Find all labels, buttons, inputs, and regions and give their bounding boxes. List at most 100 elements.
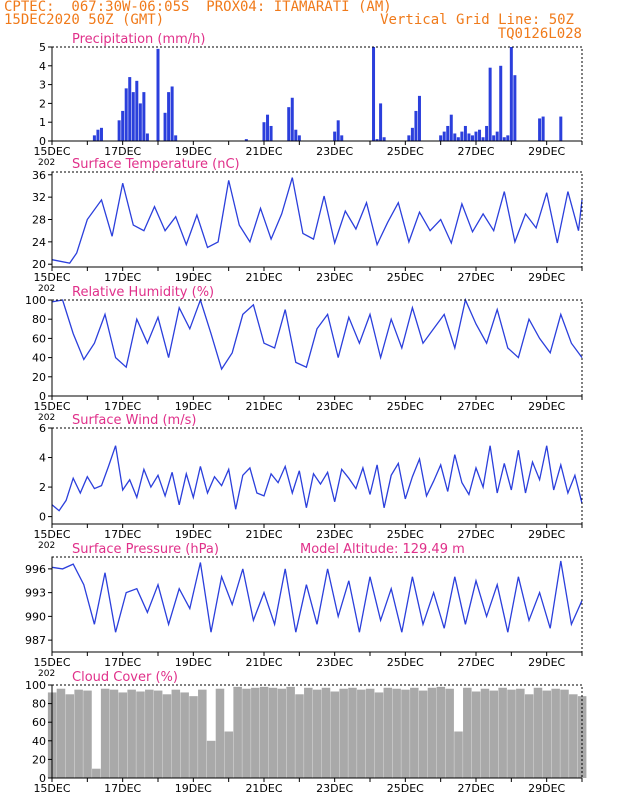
precip-bar xyxy=(174,135,178,141)
precip-bar xyxy=(410,127,414,141)
x-tick-label: 23DEC xyxy=(316,656,353,669)
y-tick-label: 20 xyxy=(32,753,46,766)
x-tick-label: 19DEC xyxy=(175,782,212,795)
precip-bar xyxy=(167,92,171,141)
cloud-bar xyxy=(92,768,101,778)
precip-bar xyxy=(336,120,340,141)
precip-bar xyxy=(488,67,492,141)
y-tick-label: 28 xyxy=(32,214,46,227)
precip-bar xyxy=(145,133,149,141)
cloud-bar xyxy=(83,690,92,778)
cloud-bar xyxy=(56,688,66,778)
precip-bar xyxy=(449,114,453,141)
x-tick-label: 29DEC xyxy=(528,145,565,158)
cloud-bar xyxy=(224,731,234,778)
x-tick-label: 19DEC xyxy=(175,271,212,284)
x-tick-label: 25DEC xyxy=(387,528,424,541)
panel-title: Surface Temperature (nC) xyxy=(72,157,240,172)
precip-bar xyxy=(502,137,506,141)
x-tick-label: 25DEC xyxy=(387,400,424,413)
y-tick-label: 80 xyxy=(32,313,46,326)
x-tick-label: 29DEC xyxy=(528,528,565,541)
cloud-bar xyxy=(392,688,401,778)
precip-bar xyxy=(375,139,379,141)
x-tick-label: 15DEC xyxy=(33,528,70,541)
x-tick-label: 21DEC xyxy=(245,782,282,795)
cloud-bar xyxy=(198,689,207,778)
y-tick-label: 40 xyxy=(32,352,46,365)
precip-bar xyxy=(485,125,489,141)
x-tick-label: 17DEC xyxy=(104,656,141,669)
y-tick-label: 60 xyxy=(32,716,46,729)
cloud-bar xyxy=(74,689,83,778)
precip-bar xyxy=(446,125,450,141)
precip-bar xyxy=(499,65,503,141)
cloud-bar xyxy=(542,690,552,778)
precip-bar xyxy=(262,122,266,141)
header-run-date: 15DEC2020 50Z (GMT) xyxy=(4,12,165,28)
plot-frame xyxy=(51,46,583,142)
panel-title: Surface Pressure (hPa) xyxy=(72,542,219,557)
cloud-bar xyxy=(374,692,384,778)
cloud-bar xyxy=(569,694,578,778)
cloud-bar xyxy=(436,686,446,778)
x-tick-label: 19DEC xyxy=(175,400,212,413)
panel-title: Relative Humidity (%) xyxy=(72,285,214,300)
y-tick-label: 2 xyxy=(39,97,46,110)
y-tick-label: 0 xyxy=(39,772,46,785)
x-tick-label: 29DEC xyxy=(528,400,565,413)
x-tick-label: 23DEC xyxy=(316,145,353,158)
cloud-bar xyxy=(312,689,322,778)
precip-bar xyxy=(266,114,270,141)
x-tick-label: 17DEC xyxy=(104,400,141,413)
x-tick-label: 15DEC xyxy=(33,145,70,158)
y-tick-label: 987 xyxy=(25,634,46,647)
x-tick-label: 27DEC xyxy=(457,145,494,158)
precip-bar xyxy=(92,135,96,141)
cloud-bar xyxy=(383,687,393,778)
cloud-bar xyxy=(304,687,313,778)
x-year-stub: 202 xyxy=(38,669,55,679)
y-tick-label: 0 xyxy=(39,135,46,148)
cloud-bar xyxy=(410,687,419,778)
y-tick-label: 100 xyxy=(25,294,46,307)
y-tick-label: 40 xyxy=(32,735,46,748)
precip-bar xyxy=(170,86,174,141)
precip-bar xyxy=(453,133,457,141)
x-year-stub: 202 xyxy=(38,541,55,551)
plot-frame xyxy=(51,556,583,653)
x-tick-label: 17DEC xyxy=(104,528,141,541)
x-tick-label: 27DEC xyxy=(457,782,494,795)
precip-bar xyxy=(442,131,446,141)
precip-bar xyxy=(297,135,301,141)
cloud-bar xyxy=(401,689,410,778)
panel-4 xyxy=(48,556,583,656)
precip-bar xyxy=(478,129,482,141)
plot-frame xyxy=(51,299,583,397)
cloud-bar xyxy=(524,694,534,778)
precip-bar xyxy=(269,125,273,141)
x-tick-label: 29DEC xyxy=(528,782,565,795)
precip-bar xyxy=(287,107,291,141)
precip-bar xyxy=(294,129,298,141)
cloud-bar xyxy=(533,687,543,778)
x-tick-label: 27DEC xyxy=(457,528,494,541)
precip-bar xyxy=(333,131,337,141)
cloud-bar xyxy=(136,691,145,778)
cloud-bar xyxy=(463,687,472,778)
x-tick-label: 21DEC xyxy=(245,145,282,158)
cloud-bar xyxy=(162,694,172,778)
precip-bar xyxy=(559,116,563,141)
panel-2 xyxy=(48,297,583,400)
y-tick-label: 4 xyxy=(39,452,46,465)
x-tick-label: 23DEC xyxy=(316,782,353,795)
x-tick-label: 15DEC xyxy=(33,656,70,669)
cloud-bar xyxy=(242,688,251,778)
panel-title: Precipitation (mm/h) xyxy=(72,32,205,47)
precip-bar xyxy=(506,135,510,141)
y-tick-label: 32 xyxy=(32,191,46,204)
precip-bar xyxy=(379,103,383,141)
precip-bar xyxy=(372,47,376,141)
series-line-3 xyxy=(51,445,583,512)
